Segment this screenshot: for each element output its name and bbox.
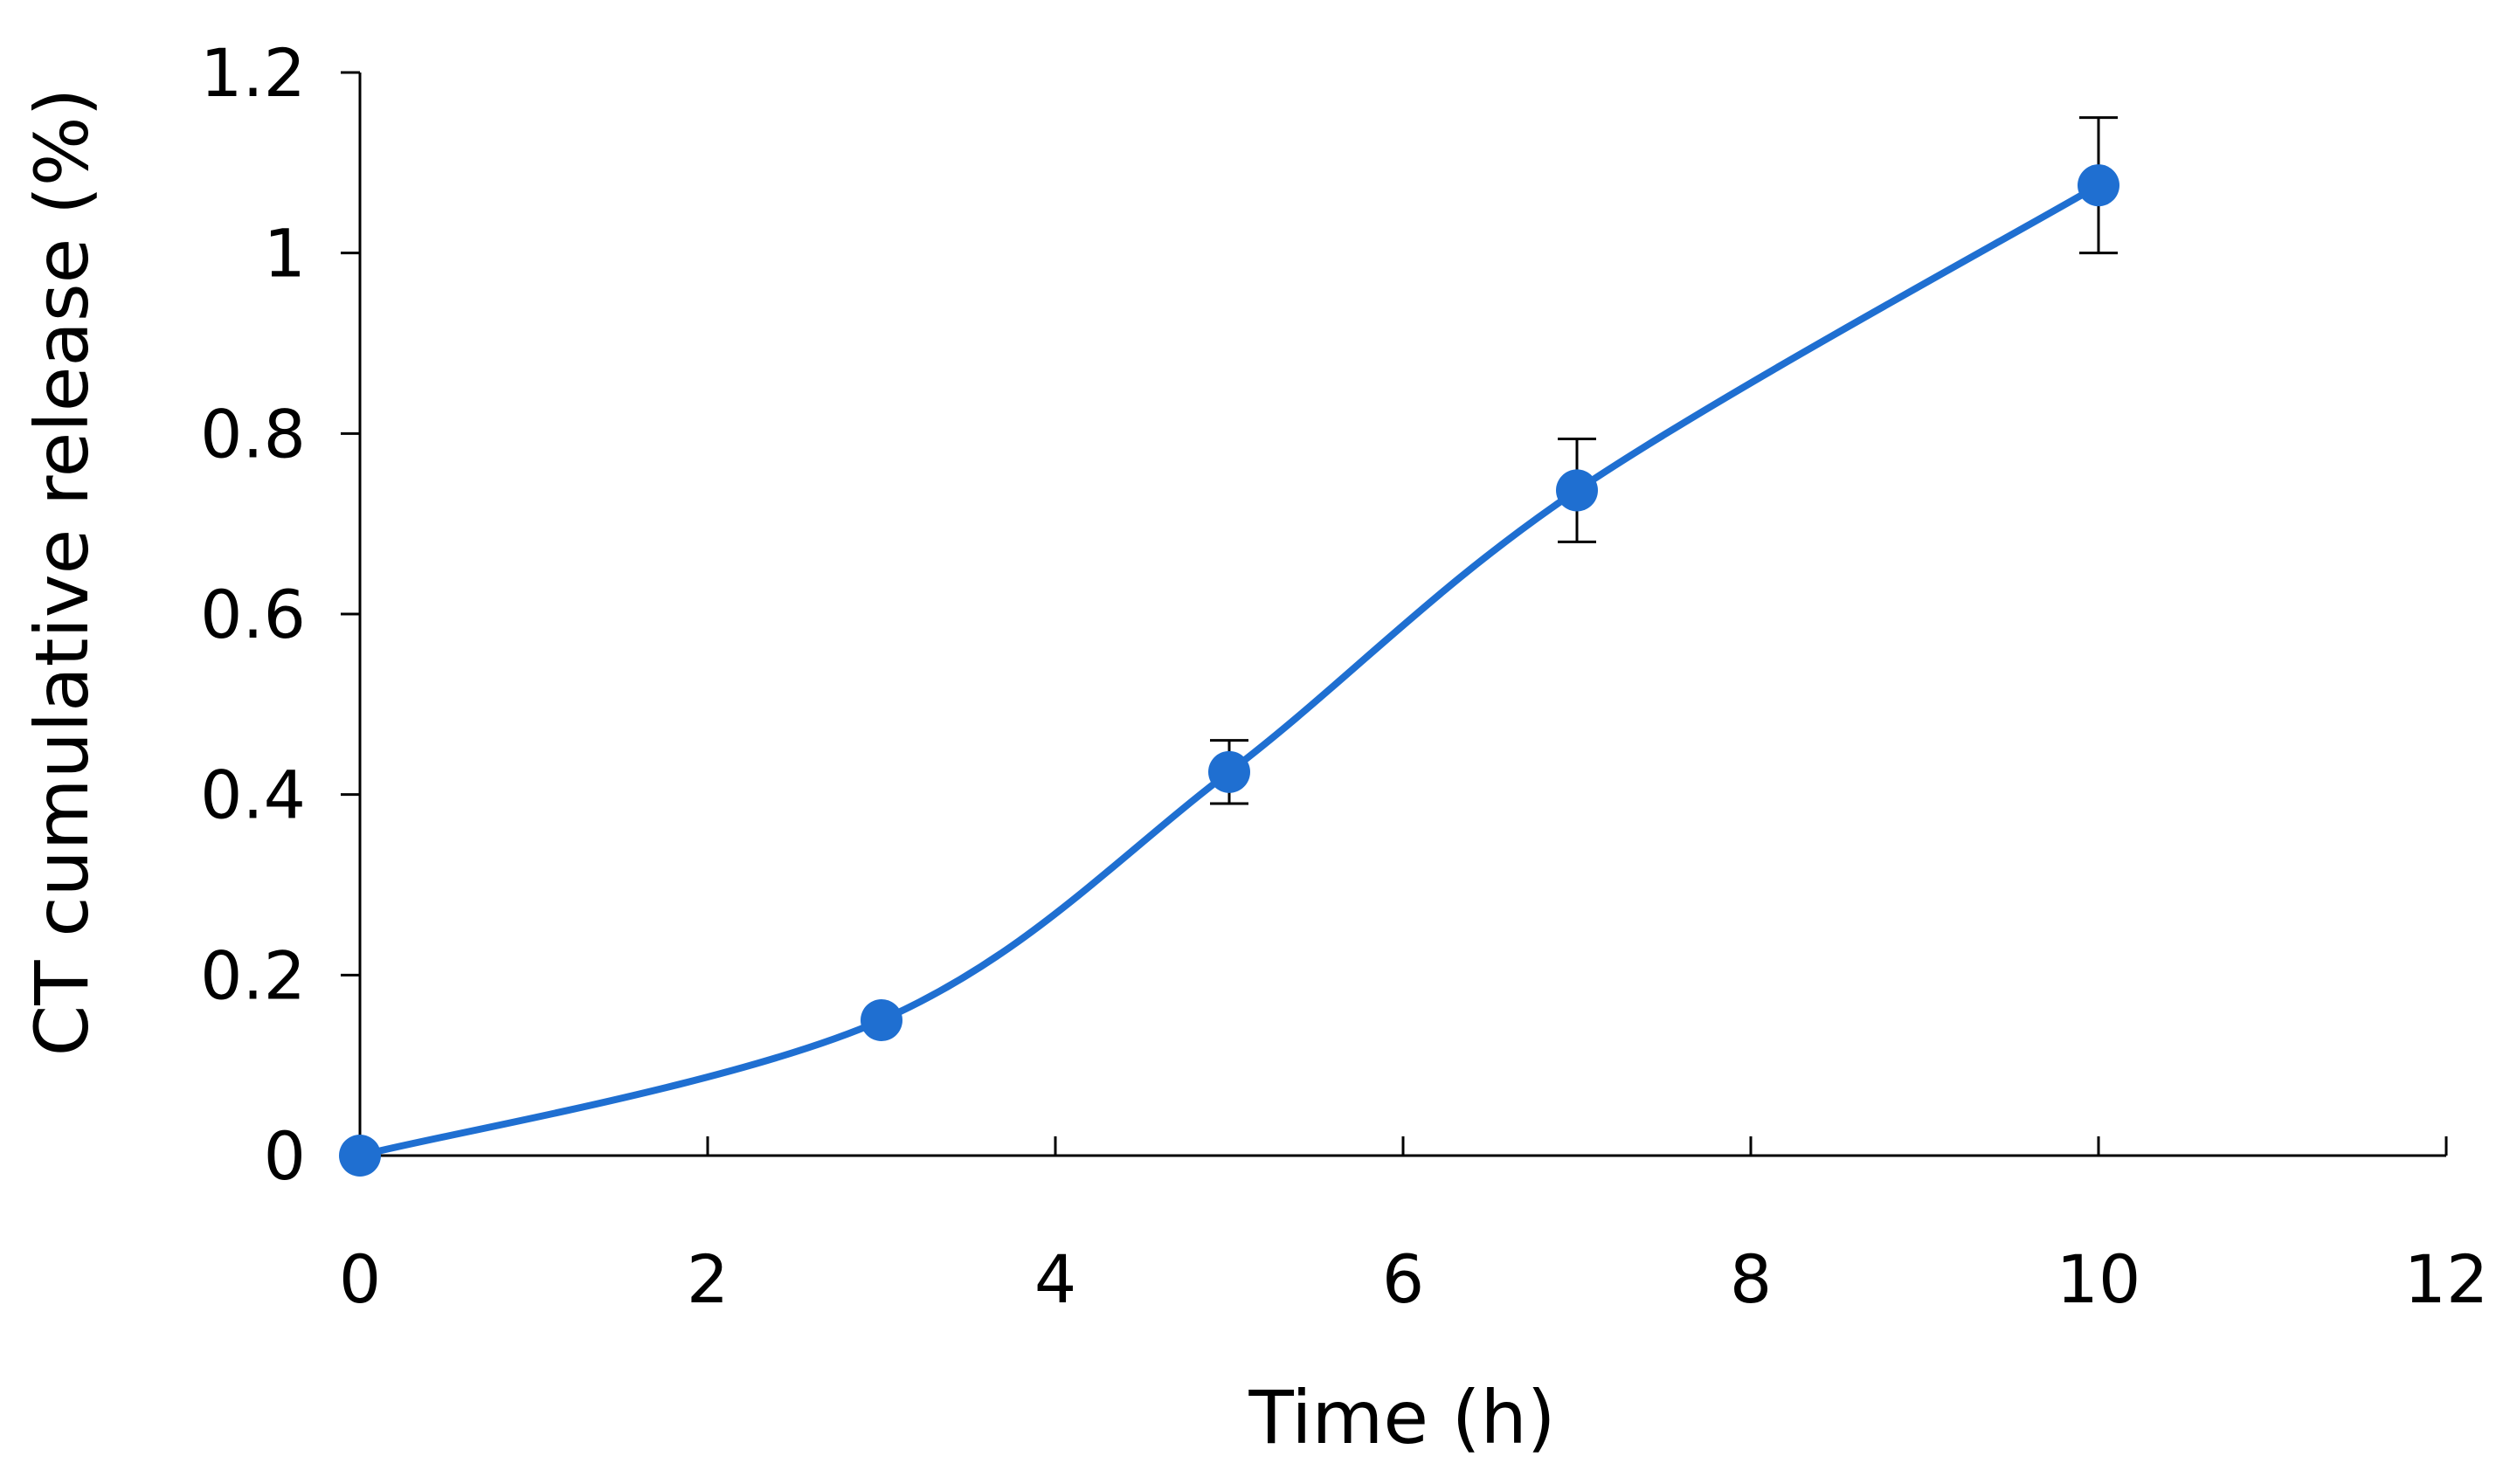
y-tick-label: 1 [264,215,306,293]
y-tick-label: 0 [264,1117,306,1195]
data-point [339,1135,381,1177]
y-tick-label: 1.2 [200,34,306,112]
y-tick-label: 0.4 [200,756,306,834]
data-point [1556,469,1598,512]
x-tick-label: 8 [1730,1240,1772,1318]
data-point [861,999,902,1041]
y-tick-label: 0.2 [200,936,306,1014]
x-tick-label: 2 [687,1240,729,1318]
x-tick-label: 12 [2404,1240,2489,1318]
x-tick-label: 4 [1034,1240,1076,1318]
axes [358,72,2446,1157]
x-tick-label: 6 [1382,1240,1424,1318]
data-point [1208,750,1250,793]
x-tick-label: 0 [339,1240,381,1318]
data-point [2078,164,2119,207]
x-axis-title: Time (h) [1248,1375,1555,1460]
y-tick-label: 0.8 [200,395,306,473]
x-tick-label: 10 [2057,1240,2141,1318]
y-tick-label: 0.6 [200,576,306,653]
series-line [356,182,2102,1159]
series [339,116,2119,1177]
y-axis-title: CT cumulative release (%) [19,88,105,1057]
ticks: 0 0.2 0.4 0.6 0.8 1 1.2 0 2 4 6 8 10 12 [200,34,2488,1318]
